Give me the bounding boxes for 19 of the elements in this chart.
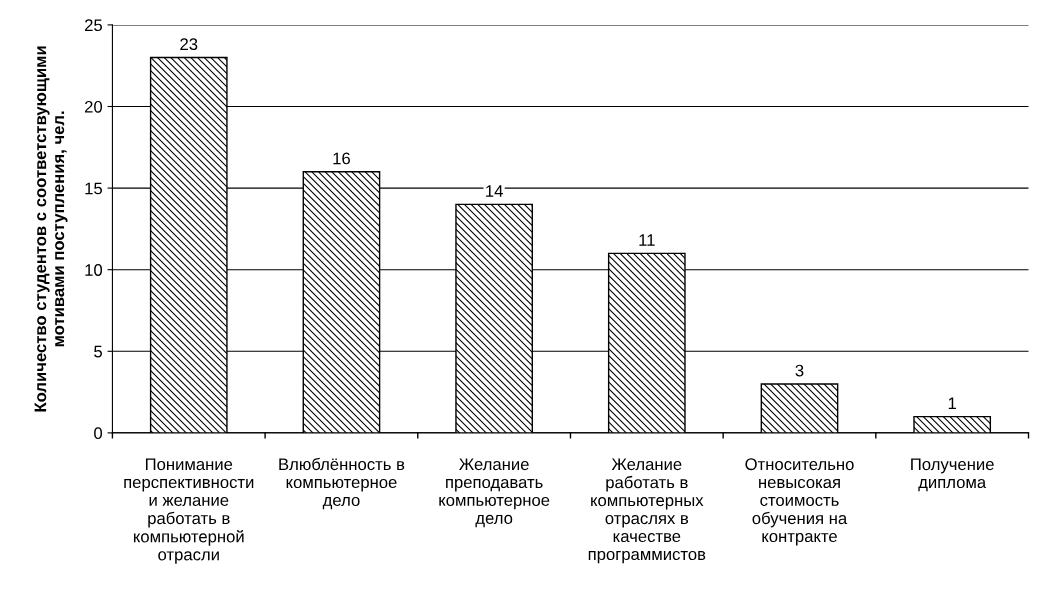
data-label: 14: [486, 185, 503, 197]
data-label: 11: [639, 234, 655, 246]
y-axis-title: Количество студентов с соответствующими мотивами поступления, чел.: [34, 46, 68, 412]
x-tick-label: Желание работать в компьютерных отраслях в качестве программистов: [588, 458, 706, 564]
y-tick-label: 20: [85, 100, 103, 113]
x-tick-label: Получение диплома: [911, 458, 994, 492]
x-tick-label: Понимание перспективности и желание работать в компьютерной отрасли: [124, 458, 254, 564]
data-label: 23: [180, 38, 198, 51]
x-tick-label: Влюблённость в компьютерное дело: [279, 457, 405, 510]
y-tick-label: 0: [94, 427, 103, 440]
x-tick-label: Относительно невысокая стоимость обучения на контракте: [745, 458, 854, 546]
data-label: 3: [795, 364, 804, 377]
y-tick-label: 10: [85, 264, 103, 276]
x-tick-label: Желание преподавать компьютерное дело: [439, 458, 550, 528]
y-tick-label: 5: [94, 345, 103, 358]
data-label: 16: [333, 152, 350, 165]
data-label: 1: [948, 397, 956, 409]
y-tick-label: 25: [85, 19, 103, 32]
y-tick-label: 15: [85, 182, 103, 195]
